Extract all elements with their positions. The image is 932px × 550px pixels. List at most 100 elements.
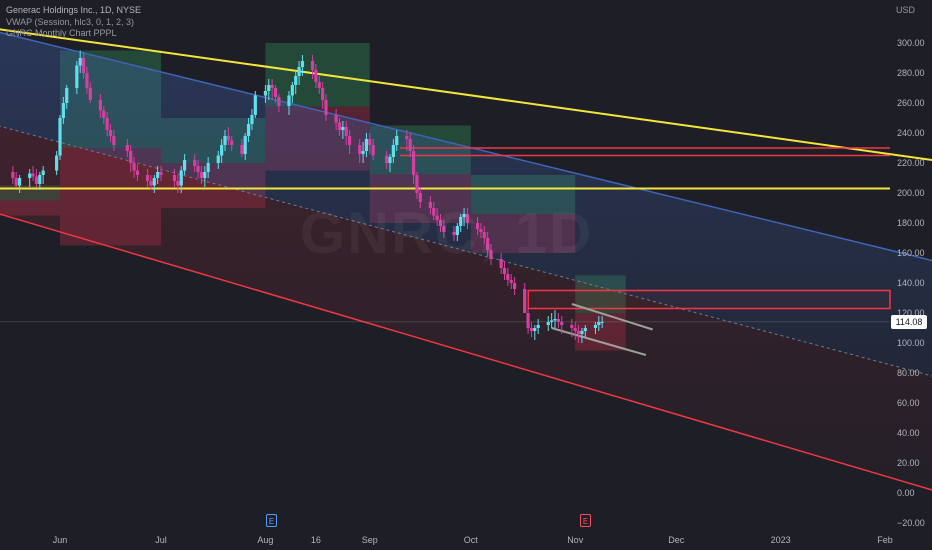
price-tick-label: 140.00 — [897, 278, 925, 288]
price-tick-label: 60.00 — [897, 398, 920, 408]
candle-body-46 — [243, 136, 247, 154]
price-tick-label: 180.00 — [897, 218, 925, 228]
candle-body-119 — [593, 325, 598, 328]
candle-body-28 — [152, 178, 156, 186]
candle-body-107 — [533, 328, 537, 331]
candle-body-0 — [11, 172, 15, 178]
candle-body-23 — [129, 151, 133, 163]
candle-body-60 — [310, 61, 315, 70]
candle-body-53 — [273, 88, 278, 97]
vwap-indicator-label[interactable]: VWAP (Session, hlc3, 0, 1, 2, 3) — [6, 16, 135, 27]
red-channel-fill — [0, 126, 932, 490]
candle-body-67 — [341, 127, 345, 130]
symbol-title[interactable]: Generac Holdings Inc., 1D, NYSE — [6, 5, 142, 15]
time-tick-label: Aug — [257, 535, 273, 545]
price-tick-label: 200.00 — [897, 188, 925, 198]
time-tick-label: 2023 — [771, 535, 791, 545]
candle-body-82 — [415, 175, 419, 193]
symbol-watermark: GNRC, 1D — [300, 201, 594, 266]
candle-body-38 — [203, 172, 207, 178]
candle-body-108 — [536, 325, 540, 328]
price-tick-label: 240.00 — [897, 128, 925, 138]
candle-body-104 — [523, 289, 527, 313]
time-tick-label: Jun — [53, 535, 68, 545]
price-tick-label: 280.00 — [897, 68, 925, 78]
candle-body-34 — [182, 160, 187, 171]
candle-body-30 — [159, 172, 163, 175]
channel-midline — [0, 125, 932, 377]
candle-body-50 — [263, 91, 268, 96]
candle-body-72 — [364, 139, 369, 151]
price-tick-label: 260.00 — [897, 98, 925, 108]
candle-body-85 — [432, 208, 436, 216]
horizontal-levels — [0, 147, 891, 356]
wedge-upper-line — [571, 303, 653, 331]
candle-body-95 — [479, 229, 483, 232]
candle-body-5 — [34, 176, 39, 184]
price-tick-label: 0.00 — [897, 488, 915, 498]
candle-body-24 — [132, 163, 136, 171]
candle-body-44 — [230, 140, 234, 145]
candle-body-68 — [344, 127, 348, 136]
yellow-downtrend-line — [0, 28, 932, 161]
candle-body-99 — [499, 259, 503, 268]
candle-body-87 — [438, 220, 443, 226]
time-tick-label: Oct — [464, 535, 479, 545]
candle-body-51 — [267, 85, 271, 91]
time-tick-label: Dec — [668, 535, 685, 545]
candle-body-88 — [442, 226, 446, 232]
candle-body-62 — [317, 82, 321, 88]
candle-body-76 — [388, 157, 392, 163]
candle-body-54 — [277, 97, 281, 106]
candle-body-81 — [411, 151, 416, 175]
candle-body-73 — [368, 139, 372, 145]
candle-body-92 — [462, 214, 466, 217]
time-tick-label: Feb — [877, 535, 893, 545]
candle-body-121 — [600, 321, 604, 323]
candle-body-22 — [125, 145, 129, 151]
price-axis[interactable]: 300.00 280.00 260.00 240.00 220.00 200.00 180.… — [897, 38, 925, 528]
currency-label: USD — [896, 5, 916, 15]
time-axis[interactable]: Jun Jul Aug 16 Sep Oct Nov Dec 2023 Feb — [53, 535, 893, 545]
candle-body-43 — [226, 136, 230, 141]
candle-body-63 — [321, 88, 325, 100]
candle-body-93 — [465, 214, 470, 223]
earnings-event-icon-nov[interactable]: E — [580, 514, 591, 527]
candle-body-12 — [75, 65, 79, 88]
candle-body-31 — [172, 175, 177, 181]
candle-body-117 — [580, 331, 584, 334]
time-tick-label: Jul — [155, 535, 167, 545]
candle-body-8 — [55, 155, 59, 171]
candle-body-47 — [246, 124, 251, 136]
candle-body-57 — [294, 76, 298, 85]
candle-body-114 — [570, 325, 574, 328]
candle-body-4 — [31, 173, 35, 177]
candle-body-58 — [297, 67, 301, 76]
candle-body-106 — [529, 328, 534, 331]
candle-body-89 — [452, 232, 456, 235]
candle-body-101 — [506, 274, 510, 280]
candles — [11, 50, 604, 343]
pppl-indicator-label[interactable]: GNRC Monthly Chart PPPL — [6, 28, 117, 38]
candle-body-18 — [102, 110, 106, 118]
candle-body-20 — [108, 130, 113, 136]
time-tick-label: Sep — [362, 535, 378, 545]
candle-body-33 — [179, 170, 183, 186]
price-tick-label: −20.00 — [897, 518, 925, 528]
candle-body-111 — [553, 319, 557, 321]
candle-body-40 — [216, 155, 220, 163]
candle-body-15 — [85, 73, 89, 88]
candle-body-103 — [512, 283, 517, 289]
candle-body-9 — [58, 118, 62, 156]
candle-body-42 — [223, 136, 227, 145]
candle-body-39 — [206, 163, 210, 172]
candle-body-19 — [105, 118, 109, 130]
candle-body-97 — [486, 238, 490, 250]
candle-body-2 — [17, 178, 22, 186]
candle-body-70 — [358, 145, 362, 154]
earnings-event-icon-aug[interactable]: E — [266, 514, 277, 527]
candle-body-115 — [573, 328, 577, 331]
candle-body-113 — [560, 322, 564, 325]
time-tick-label: 16 — [311, 535, 321, 545]
